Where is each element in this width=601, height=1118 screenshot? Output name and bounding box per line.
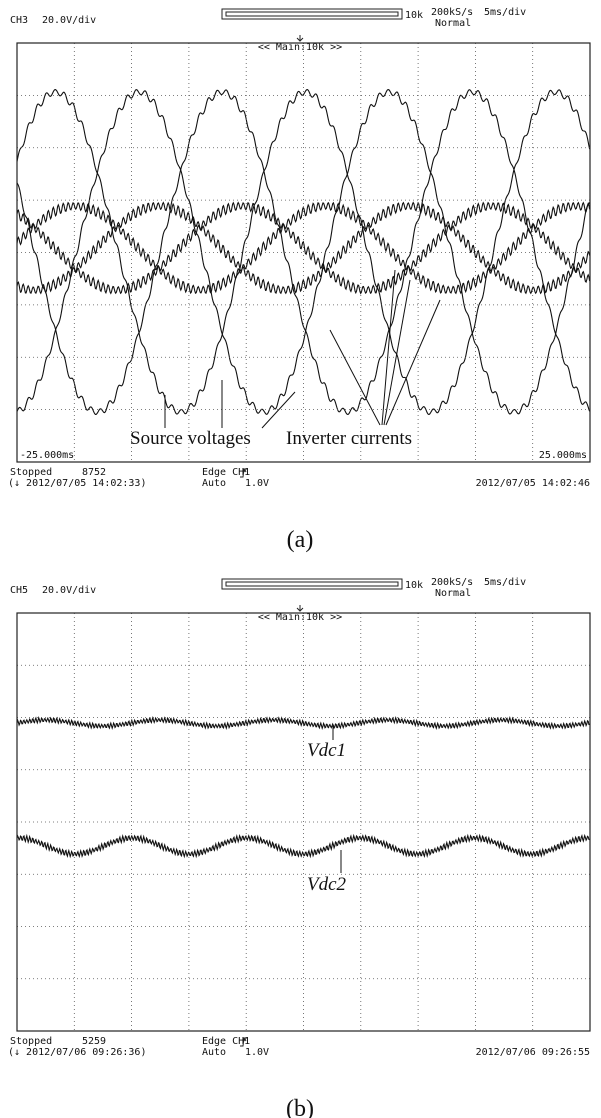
edge-icon bbox=[240, 1037, 247, 1047]
run-state: Stopped bbox=[10, 1036, 52, 1047]
leader-line bbox=[261, 391, 296, 429]
sample-rate: 200kS/s bbox=[431, 7, 473, 18]
volt-scale: 20.0V/div bbox=[42, 585, 96, 596]
record-bar bbox=[221, 8, 403, 20]
timebase: 5ms/div bbox=[484, 7, 526, 18]
waveforms bbox=[17, 715, 590, 859]
volt-scale: 20.0V/div bbox=[42, 15, 96, 26]
annotation: Source voltages bbox=[130, 428, 251, 449]
annotation: Inverter currents bbox=[286, 428, 412, 449]
source-voltage-trace bbox=[17, 89, 590, 415]
record-bar-inner bbox=[225, 11, 399, 17]
trigger-source: Edge CH1 bbox=[202, 467, 250, 478]
caption: (b) bbox=[286, 1096, 314, 1118]
leader-line bbox=[381, 269, 396, 426]
zoom-label: << Main:10k >> bbox=[258, 612, 342, 623]
trigger-marker bbox=[296, 605, 304, 612]
timebase: 5ms/div bbox=[484, 577, 526, 588]
trigger-mode: Auto bbox=[202, 1047, 226, 1058]
record-length: 10k bbox=[405, 580, 423, 591]
time-right: 25.000ms bbox=[539, 450, 587, 461]
annotation: Vdc2 bbox=[307, 874, 347, 895]
vdc1-trace bbox=[17, 715, 590, 731]
caption: (a) bbox=[287, 527, 314, 553]
timestamp: 2012/07/05 14:02:46 bbox=[476, 478, 590, 489]
acq-count: 5259 bbox=[82, 1036, 106, 1047]
trigger-marker bbox=[296, 35, 304, 42]
trigger-time: (↓ 2012/07/06 09:26:36) bbox=[8, 1047, 146, 1058]
channel: CH3 bbox=[10, 15, 28, 26]
channel: CH5 bbox=[10, 585, 28, 596]
trigger-mode: Auto bbox=[202, 478, 226, 489]
annotation: Vdc1 bbox=[307, 740, 346, 761]
leader-line bbox=[383, 279, 411, 426]
leader-line bbox=[385, 299, 441, 426]
record-bar-inner bbox=[225, 581, 399, 587]
scope-frame bbox=[16, 42, 591, 463]
trigger-source: Edge CH1 bbox=[202, 1036, 250, 1047]
inverter-current-trace bbox=[17, 201, 590, 295]
sample-rate: 200kS/s bbox=[431, 577, 473, 588]
zoom-label: << Main:10k >> bbox=[258, 42, 342, 53]
scope-frame bbox=[16, 612, 591, 1032]
timestamp: 2012/07/06 09:26:55 bbox=[476, 1047, 590, 1058]
acq-count: 8752 bbox=[82, 467, 106, 478]
run-state: Stopped bbox=[10, 467, 52, 478]
trigger-time: (↓ 2012/07/05 14:02:33) bbox=[8, 478, 146, 489]
acq-mode: Normal bbox=[435, 588, 471, 599]
edge-icon bbox=[240, 468, 247, 478]
leader-line bbox=[329, 329, 381, 426]
record-length: 10k bbox=[405, 10, 423, 21]
record-bar bbox=[221, 578, 403, 590]
time-left: -25.000ms bbox=[20, 450, 74, 461]
acq-mode: Normal bbox=[435, 18, 471, 29]
trigger-level: 1.0V bbox=[245, 1047, 269, 1058]
source-voltage-trace bbox=[17, 89, 590, 415]
trigger-level: 1.0V bbox=[245, 478, 269, 489]
